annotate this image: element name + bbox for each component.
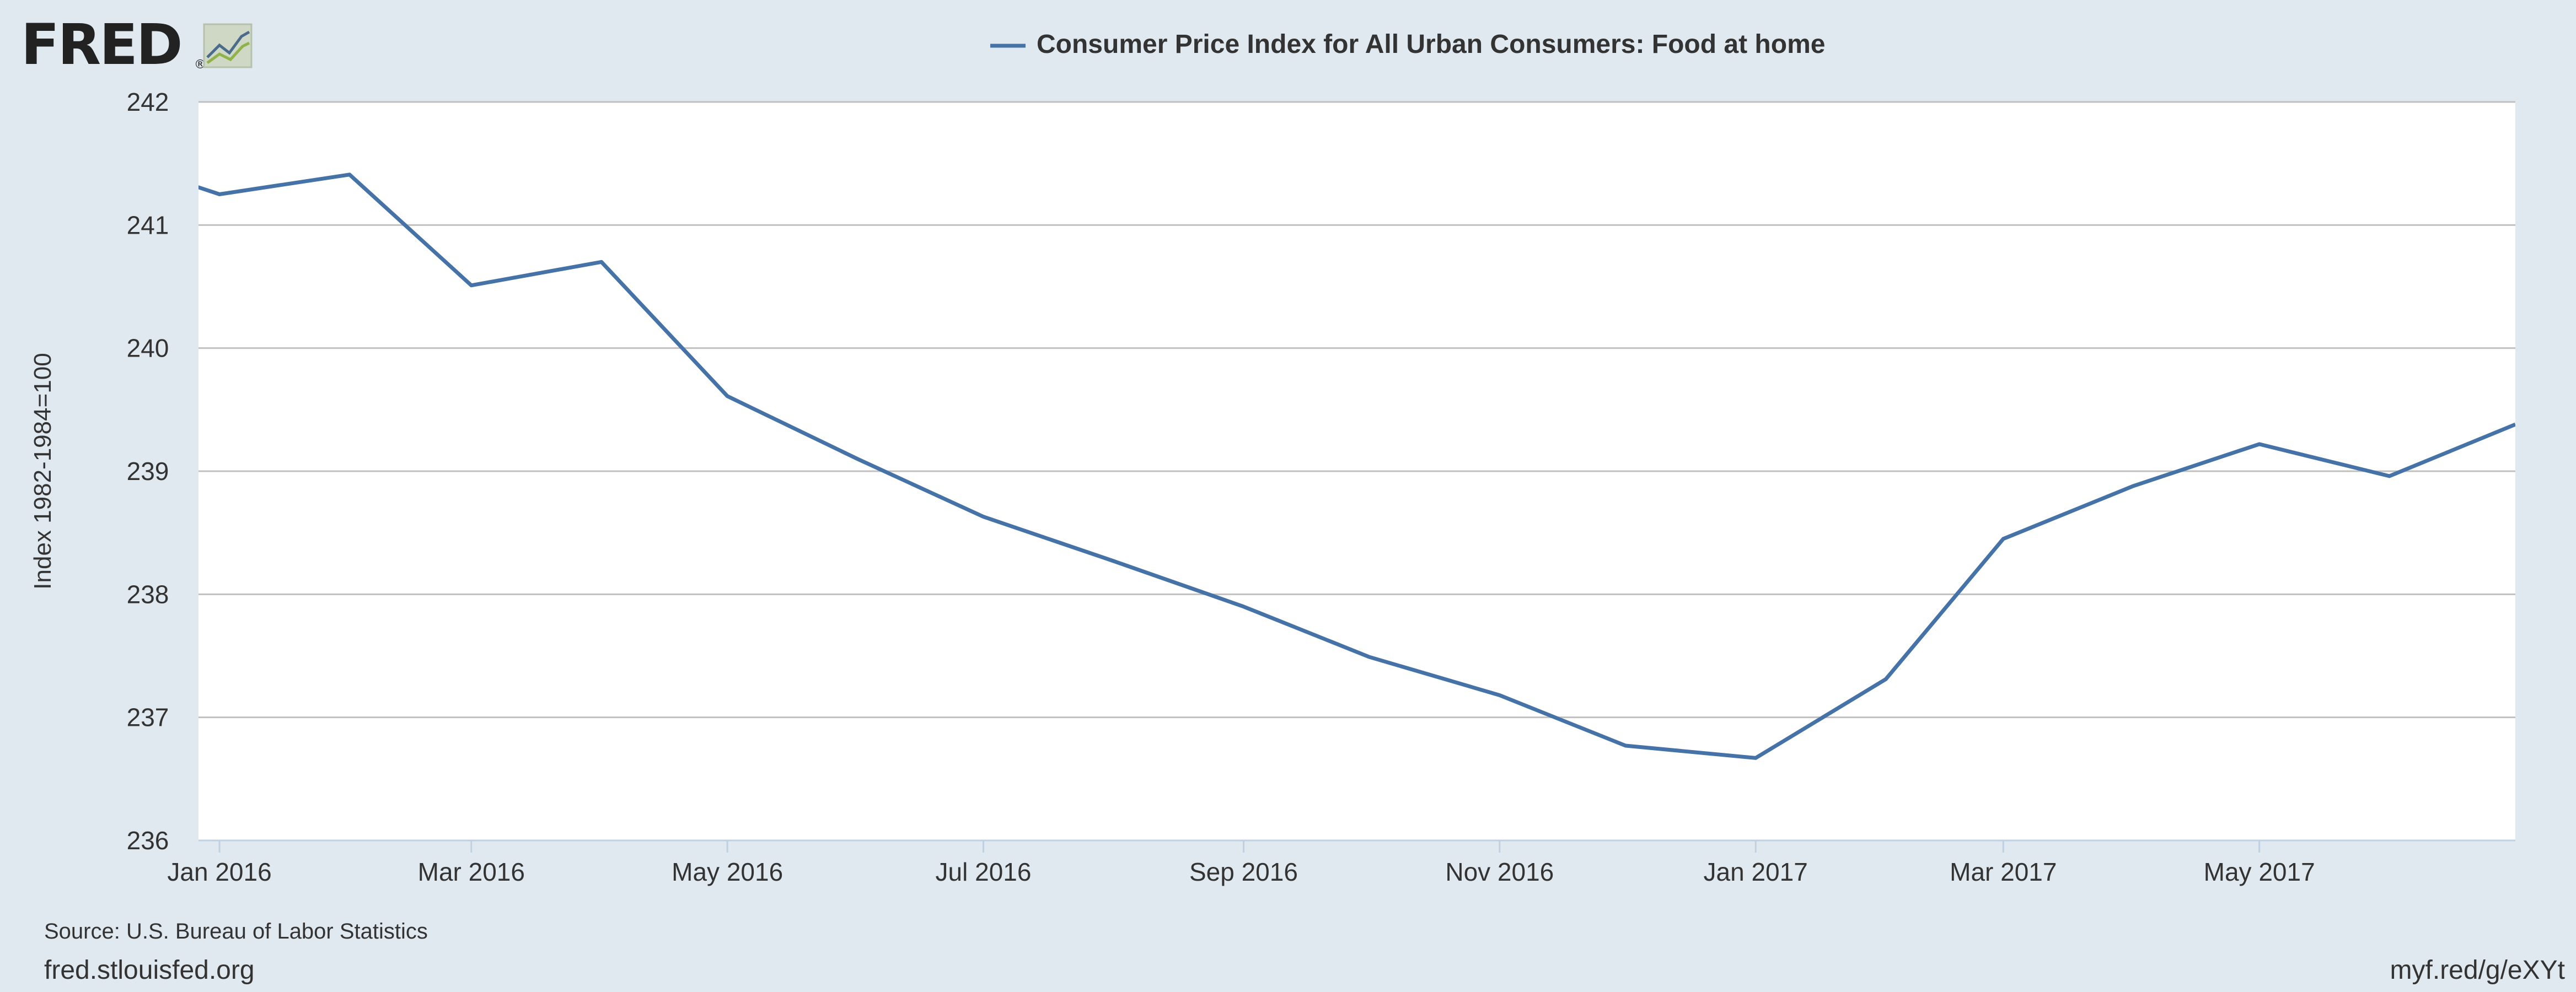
x-tick-label: May 2017 <box>2204 858 2315 886</box>
short-link[interactable]: myf.red/g/eXYt <box>2390 956 2565 985</box>
series-point <box>2257 441 2262 447</box>
fred-logo[interactable]: FRED ® <box>21 12 253 78</box>
fred-graph-icon <box>203 23 253 68</box>
y-tick-label: 241 <box>127 211 169 239</box>
series-lines <box>198 172 2518 761</box>
x-axis-ticks: Jan 2016 Mar 2016 May 2016 Jul 2016 Sep 2016… <box>167 840 2315 886</box>
series-point <box>2513 422 2518 427</box>
x-tick-label: Jul 2016 <box>936 858 1032 886</box>
x-tick-label: Sep 2016 <box>1189 858 1298 886</box>
series-point <box>1367 654 1372 660</box>
x-tick-label: Mar 2017 <box>1950 858 2057 886</box>
series-point <box>981 514 986 520</box>
series-line <box>198 172 2515 760</box>
y-tick-label: 239 <box>127 457 169 486</box>
x-tick-label: May 2016 <box>672 858 783 886</box>
y-tick-label: 236 <box>127 826 169 855</box>
site-link[interactable]: fred.stlouisfed.org <box>44 956 255 985</box>
series-point <box>2130 483 2136 489</box>
series-point <box>855 456 860 462</box>
legend[interactable]: Consumer Price Index for All Urban Consu… <box>990 30 1825 59</box>
series-point <box>1883 676 1888 682</box>
legend-series-label: Consumer Price Index for All Urban Consu… <box>1037 30 1825 59</box>
x-tick-label: Nov 2016 <box>1445 858 1554 886</box>
y-tick-label: 240 <box>127 334 169 363</box>
y-axis-title: Index 1982-1984=100 <box>29 353 56 589</box>
series-point <box>469 283 474 288</box>
x-tick-label: Jan 2017 <box>1704 858 1808 886</box>
y-tick-label: 237 <box>127 703 169 732</box>
series-point <box>599 259 604 265</box>
series-point <box>2387 473 2392 479</box>
y-tick-label: 242 <box>127 88 169 116</box>
series-point <box>347 172 352 177</box>
series-point <box>217 192 222 197</box>
grid-lines <box>198 101 2515 719</box>
series-point <box>2000 536 2006 542</box>
y-axis-ticks: 236 237 238 239 240 241 242 <box>127 88 169 855</box>
fred-logo-text: FRED <box>21 12 181 78</box>
series-point <box>1753 755 1758 761</box>
series-point <box>1623 743 1628 748</box>
x-tick-label: Jan 2016 <box>167 858 271 886</box>
y-tick-label: 238 <box>127 580 169 608</box>
series-point <box>1497 693 1502 698</box>
x-tick-label: Mar 2016 <box>418 858 525 886</box>
series-point <box>1111 558 1117 564</box>
series-point <box>724 393 730 399</box>
source-note: Source: U.S. Bureau of Labor Statistics <box>44 919 428 944</box>
series-point <box>1241 604 1247 610</box>
